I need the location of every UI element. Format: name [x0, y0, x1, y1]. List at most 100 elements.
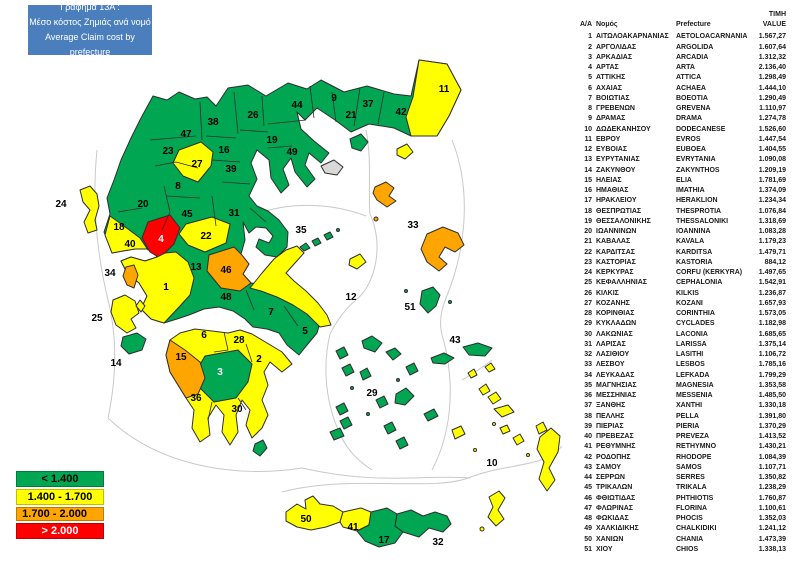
- lasithi-shape: [394, 509, 452, 538]
- cell-value: 1.479,71: [758, 248, 786, 256]
- cell-index: 50: [584, 535, 592, 543]
- cell-nomos: ΙΩΑΝΝΙΝΩΝ: [596, 228, 637, 235]
- legend: < 1.400 1.400 - 1.700 1.700 - 2.000 > 2.…: [16, 471, 104, 541]
- cell-index: 40: [584, 433, 592, 440]
- cell-nomos: ΗΜΑΘΙΑΣ: [596, 187, 629, 194]
- svg-text:8: 8: [175, 181, 181, 192]
- svg-text:40: 40: [124, 239, 136, 250]
- cell-nomos: ΚΕΦΑΛΛΗΝΙΑΣ: [596, 279, 647, 287]
- cell-nomos: ΡΟΔΟΠΗΣ: [596, 453, 631, 461]
- header-prefecture: Prefecture: [676, 21, 711, 28]
- cell-index: 30: [584, 330, 592, 338]
- cell-index: 17: [584, 197, 592, 205]
- cell-prefecture: MESSENIA: [676, 392, 713, 399]
- svg-text:32: 32: [432, 537, 444, 548]
- cell-index: 38: [584, 412, 592, 420]
- cell-index: 26: [584, 289, 592, 297]
- cell-value: 1.374,09: [758, 187, 786, 194]
- svg-text:3: 3: [217, 367, 223, 378]
- cell-index: 8: [588, 105, 592, 112]
- cell-value: 1.785,16: [758, 361, 786, 369]
- table-body: 1 ΑΙΤΩΛΟΑΚΑΡΝΑΝΙΑΣ AETOLOACARNANIA 1.567…: [574, 32, 786, 555]
- cell-nomos: ΗΛΕΙΑΣ: [596, 176, 622, 184]
- kythira-island: [252, 439, 268, 457]
- cell-nomos: ΛΕΣΒΟΥ: [596, 361, 625, 369]
- cell-value: 1.542,91: [758, 279, 786, 287]
- table-row: 50 ΧΑΝΙΩΝ CHANIA 1.473,39: [574, 535, 786, 545]
- svg-text:2: 2: [256, 354, 262, 365]
- table-row: 25 ΚΕΦΑΛΛΗΝΙΑΣ CEPHALONIA 1.542,91: [574, 278, 786, 288]
- mainland: [103, 59, 462, 356]
- cell-prefecture: DODECANESE: [676, 125, 726, 133]
- table-row: 47 ΦΛΩΡΙΝΑΣ FLORINA 1.100,61: [574, 504, 786, 514]
- svg-text:19: 19: [266, 135, 278, 146]
- table-row: 6 ΑΧΑΙΑΣ ACHAEA 1.444,10: [574, 84, 786, 94]
- svg-text:17: 17: [378, 535, 390, 546]
- cell-nomos: ΚΕΡΚΥΡΑΣ: [596, 269, 634, 276]
- table-row: 11 ΕΒΡΟΥ EVROS 1.447,54: [574, 135, 786, 145]
- cell-index: 42: [584, 453, 592, 461]
- cell-nomos: ΘΕΣΣΑΛΟΝΙΚΗΣ: [596, 217, 651, 225]
- cell-prefecture: RETHYMNO: [676, 443, 717, 451]
- table-row: 31 ΛΑΡΙΣΑΣ LARISSA 1.375,14: [574, 340, 786, 350]
- cell-value: 1.444,10: [758, 84, 786, 92]
- svg-text:14: 14: [110, 358, 122, 369]
- cell-nomos: ΕΒΡΟΥ: [596, 135, 621, 143]
- cell-value: 1.391,80: [758, 412, 786, 420]
- cell-prefecture: PHOCIS: [676, 515, 703, 522]
- svg-text:18: 18: [113, 222, 125, 233]
- cell-index: 16: [584, 187, 592, 194]
- chart-title-line3: Average Claim cost by prefecture: [45, 32, 135, 57]
- cell-index: 9: [588, 115, 592, 123]
- table-row: 38 ΠΕΛΛΗΣ PELLA 1.391,80: [574, 412, 786, 422]
- table-row: 29 ΚΥΚΛΑΔΩΝ CYCLADES 1.182,98: [574, 319, 786, 329]
- cell-nomos: ΦΛΩΡΙΝΑΣ: [596, 504, 633, 512]
- svg-text:11: 11: [439, 84, 450, 95]
- cell-prefecture: AETOLOACARNANIA: [676, 33, 748, 41]
- cell-index: 34: [584, 371, 592, 379]
- cell-value: 1.485,50: [758, 392, 786, 399]
- cell-value: 1.084,39: [758, 453, 786, 461]
- cell-index: 18: [584, 207, 592, 215]
- cell-value: 1.274,78: [758, 115, 786, 123]
- table-row: 2 ΑΡΓΟΛΙΔΑΣ ARGOLIDA 1.607,64: [574, 43, 786, 53]
- cell-index: 3: [588, 53, 592, 61]
- cell-nomos: ΠΡΕΒΕΖΑΣ: [596, 433, 634, 440]
- cell-value: 1.799,29: [758, 371, 786, 379]
- cell-prefecture: ELIA: [676, 176, 692, 184]
- cell-value: 1.209,19: [758, 166, 786, 174]
- table-row: 13 ΕΥΡΥΤΑΝΙΑΣ EVRYTANIA 1.090,08: [574, 155, 786, 165]
- cell-nomos: ΛΑΣΙΘΙΟΥ: [596, 351, 630, 358]
- svg-text:22: 22: [200, 231, 212, 242]
- greece-map: 1 2 3 4 5 6 7 8 9 10 11 12 13 14 15 16 1…: [55, 59, 563, 548]
- cell-value: 1.330,18: [758, 402, 786, 410]
- table-row: 8 ΓΡΕΒΕΝΩΝ GREVENA 1.110,97: [574, 104, 786, 114]
- cell-index: 31: [584, 340, 592, 348]
- svg-text:12: 12: [345, 292, 357, 303]
- legend-item: < 1.400: [16, 471, 104, 487]
- table-row: 14 ΖΑΚΥΝΘΟΥ ZAKYNTHOS 1.209,19: [574, 166, 786, 176]
- cell-value: 1.375,14: [758, 340, 786, 348]
- svg-text:48: 48: [220, 292, 232, 303]
- svg-text:15: 15: [175, 352, 187, 363]
- svg-text:34: 34: [104, 268, 116, 279]
- cell-nomos: ΦΩΚΙΔΑΣ: [596, 515, 629, 522]
- samos-islands: [430, 342, 493, 365]
- cell-nomos: ΑΧΑΙΑΣ: [596, 84, 622, 92]
- cell-index: 43: [584, 463, 592, 471]
- cell-nomos: ΑΙΤΩΛΟΑΚΑΡΝΑΝΙΑΣ: [596, 33, 669, 41]
- cell-value: 1.110,97: [759, 105, 786, 112]
- table-row: 22 ΚΑΡΔΙΤΣΑΣ KARDITSA 1.479,71: [574, 248, 786, 258]
- cell-value: 1.526,60: [758, 125, 786, 133]
- cell-value: 1.318,69: [758, 217, 786, 225]
- table-row: 44 ΣΕΡΡΩΝ SERRES 1.350,82: [574, 473, 786, 483]
- svg-text:44: 44: [291, 100, 303, 111]
- table-row: 23 ΚΑΣΤΟΡΙΑΣ KASTORIA 884,12: [574, 258, 786, 268]
- athos-islet: [320, 159, 344, 176]
- dodecanese-islands: [451, 362, 561, 532]
- svg-text:24: 24: [55, 199, 67, 210]
- cephalonia-islands: [110, 294, 146, 334]
- svg-text:9: 9: [331, 93, 337, 104]
- cell-nomos: ΣΑΜΟΥ: [596, 463, 622, 471]
